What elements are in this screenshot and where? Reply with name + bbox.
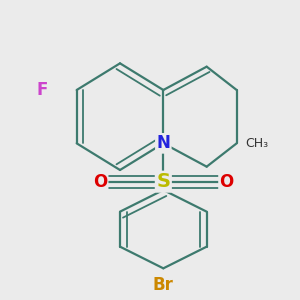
- Text: N: N: [156, 134, 170, 152]
- Text: CH₃: CH₃: [245, 137, 268, 150]
- Text: O: O: [93, 173, 107, 191]
- Text: F: F: [37, 81, 48, 99]
- Text: O: O: [220, 173, 234, 191]
- Text: S: S: [156, 172, 170, 191]
- Text: Br: Br: [153, 276, 174, 294]
